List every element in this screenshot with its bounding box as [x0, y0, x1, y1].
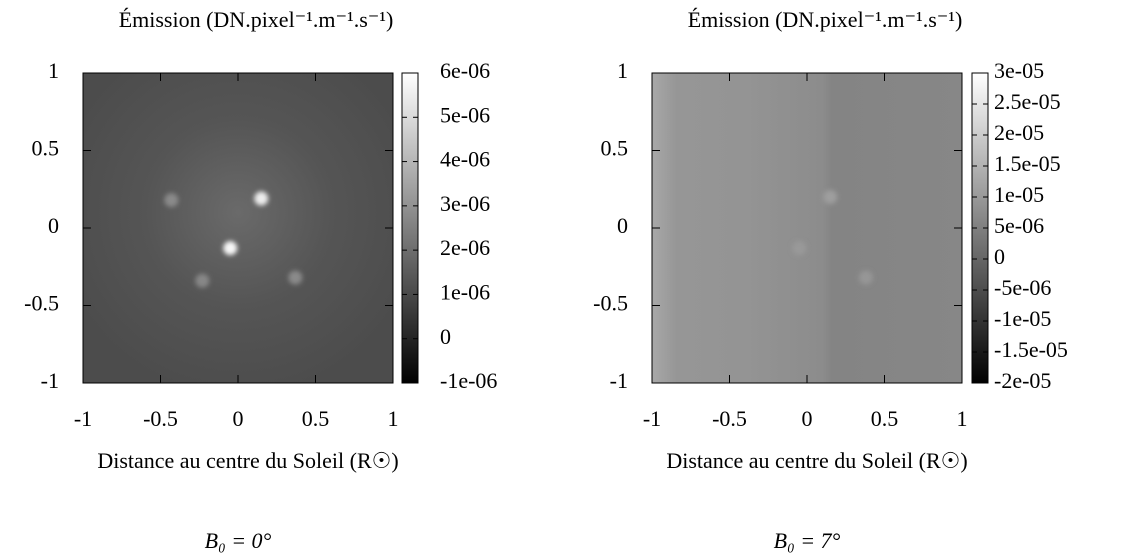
x-tick-label: 0.5 [871, 406, 899, 431]
x-tick-label: 1 [957, 406, 968, 431]
emission-source [164, 193, 179, 208]
y-tick-label: -1 [610, 368, 628, 393]
colorbar-label: 5e-06 [994, 213, 1044, 238]
colorbar-label: 2e-05 [994, 120, 1044, 145]
caption: B₀ = 7° [774, 528, 841, 553]
colorbar-label: -1.5e-05 [994, 337, 1068, 362]
y-tick-label: -0.5 [24, 291, 59, 316]
emission-source [195, 273, 210, 288]
emission-source [823, 190, 838, 204]
y-tick-label: -0.5 [593, 291, 628, 316]
heatmap-background [652, 73, 962, 383]
emission-source [288, 270, 303, 285]
colorbar [401, 72, 419, 384]
colorbar-label: 6e-06 [440, 58, 490, 83]
colorbar-label: 4e-06 [440, 147, 490, 172]
colorbar-label: 1e-05 [994, 182, 1044, 207]
colorbar-label: 3e-06 [440, 191, 490, 216]
colorbar-label: -2e-05 [994, 368, 1051, 393]
x-tick-label: -1 [74, 406, 92, 431]
x-tick-label: -0.5 [143, 406, 178, 431]
colorbar-label: 1.5e-05 [994, 151, 1061, 176]
emission-source [254, 191, 269, 206]
y-tick-label: 0.5 [601, 136, 629, 161]
colorbar-label: -5e-06 [994, 275, 1051, 300]
y-tick-label: 0.5 [32, 136, 60, 161]
heatmap-background [83, 73, 393, 383]
emission-source [792, 241, 807, 256]
x-tick-label: -1 [643, 406, 661, 431]
y-tick-label: 1 [48, 58, 59, 83]
x-tick-label: 0 [233, 406, 244, 431]
x-tick-label: -0.5 [712, 406, 747, 431]
colorbar-label: 5e-06 [440, 102, 490, 127]
colorbar-label: 2.5e-05 [994, 89, 1061, 114]
chart-title: Émission (DN.pixel⁻¹.m⁻¹.s⁻¹) [119, 7, 394, 32]
colorbar-label: -1e-06 [440, 368, 497, 393]
x-axis-label: Distance au centre du Soleil (R☉) [666, 448, 967, 473]
colorbar-label: -1e-05 [994, 306, 1051, 331]
y-tick-label: 0 [617, 213, 628, 238]
colorbar-label: 0 [440, 324, 451, 349]
x-tick-label: 0 [802, 406, 813, 431]
x-tick-label: 0.5 [302, 406, 330, 431]
caption: B₀ = 0° [205, 528, 272, 553]
colorbar-label: 0 [994, 244, 1005, 269]
colorbar-label: 2e-06 [440, 235, 490, 260]
y-tick-label: 0 [48, 213, 59, 238]
emission-source [858, 270, 873, 285]
chart-title: Émission (DN.pixel⁻¹.m⁻¹.s⁻¹) [688, 7, 963, 32]
y-tick-label: 1 [617, 58, 628, 83]
colorbar-label: 3e-05 [994, 58, 1044, 83]
emission-source [223, 241, 238, 256]
colorbar-label: 1e-06 [440, 279, 490, 304]
x-axis-label: Distance au centre du Soleil (R☉) [97, 448, 398, 473]
x-tick-label: 1 [388, 406, 399, 431]
y-tick-label: -1 [41, 368, 59, 393]
